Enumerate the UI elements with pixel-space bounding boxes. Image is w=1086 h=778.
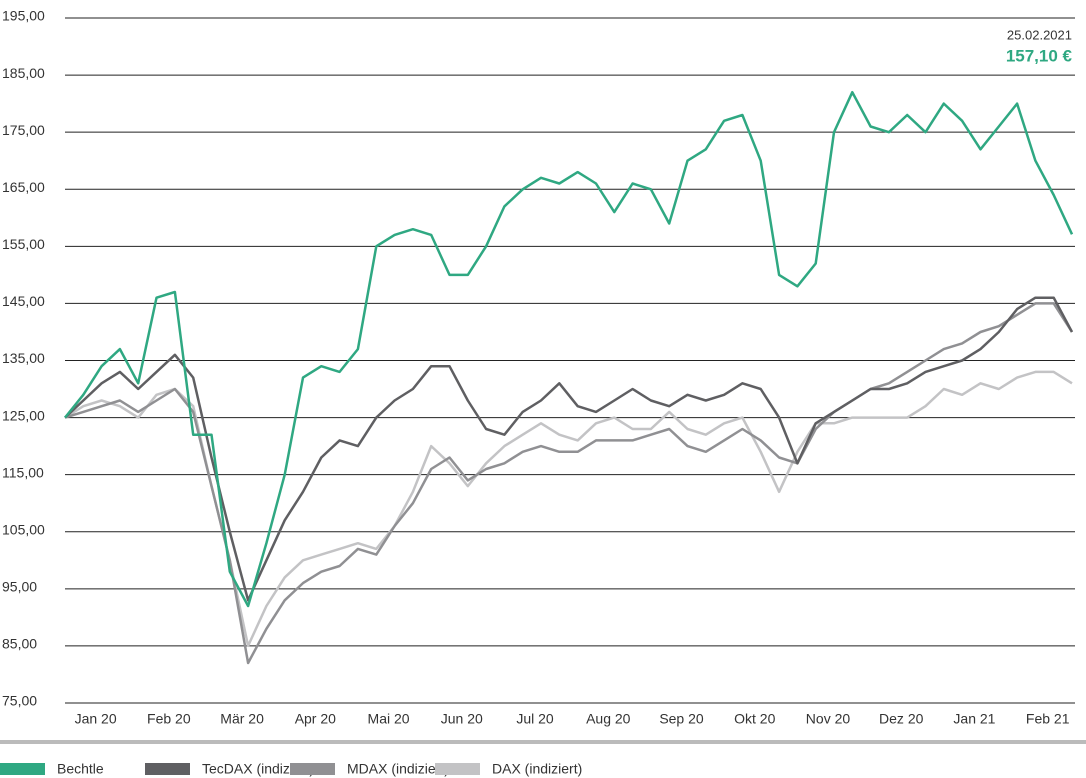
y-tick-label: 185,00	[2, 65, 45, 81]
y-tick-label: 155,00	[2, 236, 45, 252]
legend-label: MDAX (indiziert)	[347, 761, 449, 777]
series-line	[64, 296, 1074, 602]
legend-swatch	[290, 763, 335, 775]
y-tick-label: 195,00	[2, 8, 45, 24]
y-tick-label: 145,00	[2, 293, 45, 309]
x-tick-label: Jul 20	[516, 711, 554, 727]
legend-swatch	[145, 763, 190, 775]
y-tick-label: 115,00	[2, 464, 44, 480]
x-tick-label: Mai 20	[368, 711, 410, 727]
y-tick-label: 85,00	[2, 636, 37, 652]
x-tick-label: Feb 20	[147, 711, 191, 727]
x-tick-label: Jan 20	[75, 711, 117, 727]
x-tick-label: Feb 21	[1026, 711, 1070, 727]
legend-swatch	[435, 763, 480, 775]
y-tick-label: 75,00	[2, 693, 37, 709]
y-tick-label: 175,00	[2, 122, 45, 138]
legend-swatch	[0, 763, 45, 775]
x-tick-label: Jan 21	[953, 711, 995, 727]
legend-label: TecDAX (indiziert)	[202, 761, 314, 777]
x-tick-label: Sep 20	[659, 711, 704, 727]
x-tick-label: Mär 20	[220, 711, 264, 727]
annotation-date: 25.02.2021	[1007, 27, 1072, 42]
y-tick-label: 135,00	[2, 350, 45, 366]
y-tick-label: 125,00	[2, 407, 45, 423]
x-tick-label: Dez 20	[879, 711, 924, 727]
legend-label: Bechtle	[57, 761, 104, 777]
y-tick-label: 95,00	[2, 579, 37, 595]
x-tick-label: Jun 20	[441, 711, 483, 727]
annotation-price: 157,10 €	[1006, 46, 1073, 65]
y-tick-label: 165,00	[2, 179, 45, 195]
x-tick-label: Nov 20	[806, 711, 851, 727]
legend-label: DAX (indiziert)	[492, 761, 582, 777]
series-line	[64, 302, 1074, 665]
x-tick-label: Apr 20	[295, 711, 336, 727]
y-tick-label: 105,00	[2, 521, 45, 537]
x-tick-label: Aug 20	[586, 711, 631, 727]
x-tick-label: Okt 20	[734, 711, 775, 727]
series-line	[64, 90, 1074, 608]
